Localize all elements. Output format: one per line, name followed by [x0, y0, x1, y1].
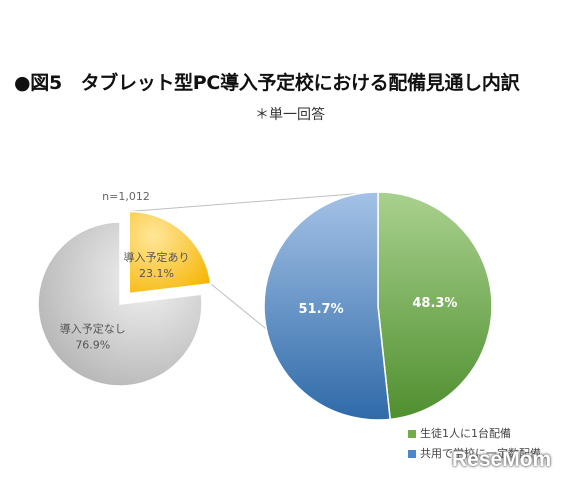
watermark-logo: ReseMom — [452, 448, 552, 471]
pie-slice — [37, 221, 203, 387]
breakdown-pie — [263, 191, 493, 421]
slice-value-label: 76.9% — [75, 339, 110, 352]
legend-item: 生徒1人に1台配備 — [408, 424, 541, 444]
pie-slice — [263, 191, 391, 421]
slice-value-label: 48.3% — [412, 296, 457, 311]
legend-swatch — [408, 450, 416, 458]
slice-label: 導入予定あり — [124, 250, 190, 264]
legend: 生徒1人に1台配備 共用で学校に一定数配備 — [408, 424, 541, 464]
slice-value-label: 23.1% — [139, 267, 174, 280]
slice-value-label: 51.7% — [299, 302, 344, 317]
data-labels: 導入予定あり 23.1% 導入予定なし 76.9% n=1,012 48.3% 51.7% — [60, 190, 458, 352]
legend-swatch — [408, 430, 416, 438]
connector-line — [129, 191, 379, 213]
legend-item: 共用で学校に一定数配備 — [408, 444, 541, 464]
sample-size-label: n=1,012 — [102, 190, 150, 203]
overview-pie — [37, 210, 212, 387]
chart-title: ●図5 タブレット型PC導入予定校における配備見通し内訳 — [14, 72, 520, 94]
legend-label: 共用で学校に一定数配備 — [420, 447, 541, 460]
chart-subtitle: ＊単一回答 — [255, 107, 325, 123]
slice-label: 導入予定なし — [60, 322, 126, 336]
pie-slice — [128, 210, 212, 295]
pie-slice — [377, 191, 493, 421]
legend-label: 生徒1人に1台配備 — [420, 427, 511, 440]
